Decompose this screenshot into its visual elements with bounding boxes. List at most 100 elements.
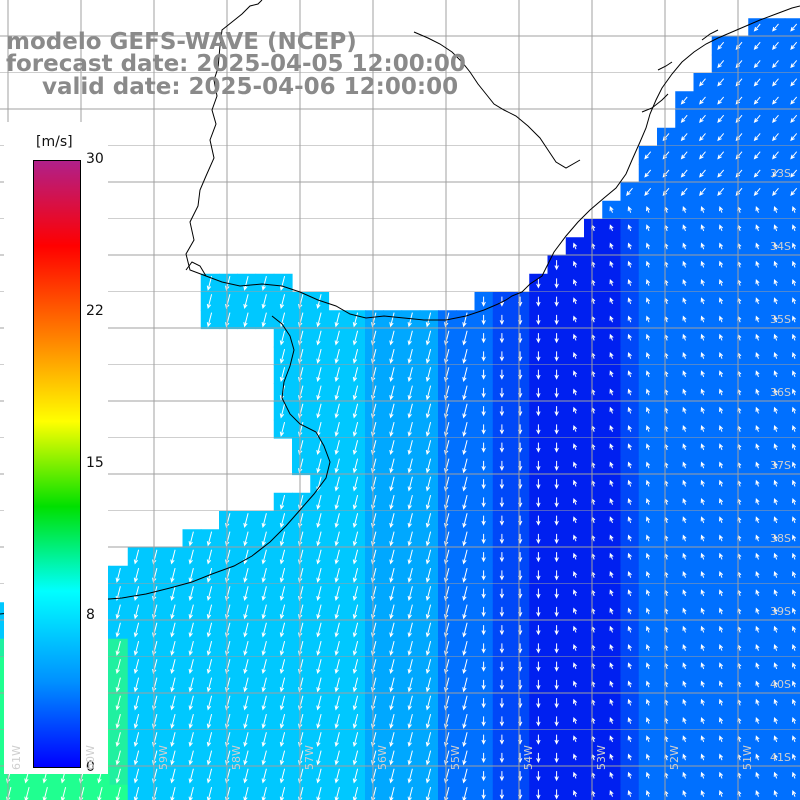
wind-arrow — [699, 169, 706, 178]
wind-arrow — [573, 279, 578, 286]
wind-arrow — [773, 333, 778, 341]
wind-arrow — [425, 586, 432, 602]
wind-arrow — [334, 513, 340, 529]
wind-arrow — [627, 680, 632, 688]
wind-arrow — [133, 750, 140, 766]
wind-arrow — [407, 549, 413, 565]
wind-arrow — [499, 643, 505, 654]
wind-arrow — [627, 279, 632, 286]
wind-arrow — [279, 494, 286, 510]
wind-arrow — [554, 479, 559, 490]
wind-arrow — [573, 242, 578, 250]
wind-arrow — [481, 533, 486, 545]
lat-label-36s: 36S — [770, 386, 791, 399]
wind-arrow — [206, 604, 213, 620]
wind-arrow — [554, 406, 559, 417]
lon-label-61w: 61W — [10, 745, 23, 770]
wind-arrow — [316, 622, 322, 638]
wind-arrow — [481, 570, 486, 581]
wind-arrow — [699, 187, 706, 196]
wind-arrow — [700, 717, 705, 724]
wind-arrow — [682, 717, 687, 724]
wind-arrow — [719, 625, 724, 633]
wind-arrow — [115, 750, 121, 766]
wind-arrow — [773, 242, 778, 250]
wind-arrow — [481, 588, 486, 599]
wind-arrow — [407, 312, 413, 328]
wind-arrow — [133, 732, 140, 748]
wind-arrow — [334, 713, 340, 729]
wind-arrow — [573, 753, 578, 761]
wind-arrow — [680, 169, 688, 178]
wind-arrow — [735, 114, 743, 123]
wind-arrow — [279, 659, 286, 675]
wind-arrow — [790, 60, 798, 69]
wind-arrow — [680, 114, 688, 124]
wind-arrow — [735, 41, 743, 50]
wind-arrow — [499, 369, 505, 380]
wind-arrow — [792, 771, 797, 779]
wind-arrow — [499, 533, 505, 545]
wind-arrow — [700, 534, 705, 542]
wind-arrow — [334, 677, 340, 693]
wind-arrow — [626, 187, 633, 196]
wind-arrow — [407, 677, 413, 693]
wind-arrow — [773, 534, 778, 542]
wind-arrow — [425, 312, 432, 328]
wind-arrow — [407, 367, 413, 383]
wind-arrow — [499, 734, 505, 745]
wind-arrow — [700, 516, 705, 524]
wind-arrow — [573, 297, 578, 305]
wind-arrow — [627, 242, 632, 250]
lat-label-41s: 41S — [770, 751, 791, 764]
coastline-east-islands — [641, 29, 719, 113]
wind-arrow — [279, 531, 286, 547]
wind-arrow — [646, 315, 651, 323]
wind-arrow — [536, 387, 541, 399]
wind-arrow — [389, 367, 395, 383]
wind-arrow — [389, 348, 395, 364]
wind-arrow — [755, 698, 760, 706]
wind-arrow — [536, 771, 541, 782]
wind-arrow — [316, 348, 322, 364]
wind-arrow — [481, 387, 486, 399]
wind-arrow — [188, 786, 194, 800]
wind-arrow — [717, 187, 725, 197]
wind-arrow — [316, 513, 322, 529]
wind-arrow — [481, 460, 486, 472]
wind-arrow — [682, 388, 687, 396]
wind-arrow — [735, 169, 743, 178]
wind-arrow — [206, 786, 213, 800]
wind-arrow — [755, 662, 760, 670]
wind-arrow — [462, 403, 468, 419]
wind-arrow — [499, 351, 505, 362]
wind-arrow — [609, 297, 614, 305]
wind-speed-cell — [784, 182, 800, 202]
wind-arrow — [773, 206, 778, 213]
wind-arrow — [700, 370, 705, 378]
wind-arrow — [206, 531, 213, 547]
wind-arrow — [772, 133, 779, 142]
wind-arrow — [170, 750, 176, 766]
wind-arrow — [536, 296, 541, 307]
wind-arrow — [188, 732, 194, 748]
wind-arrow — [133, 768, 140, 784]
wind-arrow — [627, 698, 632, 706]
wind-arrow — [261, 549, 267, 565]
wind-arrow — [206, 713, 213, 729]
wind-arrow — [627, 790, 632, 797]
wind-arrow — [536, 606, 541, 618]
wind-arrow — [389, 421, 395, 437]
wind-arrow — [243, 567, 249, 583]
wind-arrow — [682, 680, 687, 688]
wind-arrow — [407, 494, 413, 510]
wind-arrow — [627, 352, 632, 359]
wind-arrow — [170, 604, 176, 620]
wind-arrow — [627, 625, 632, 633]
wind-arrow — [792, 352, 797, 359]
wind-arrow — [646, 425, 651, 432]
wind-arrow — [682, 607, 687, 615]
wind-arrow — [573, 516, 578, 524]
wind-arrow — [499, 606, 505, 618]
wind-arrow — [790, 23, 798, 32]
